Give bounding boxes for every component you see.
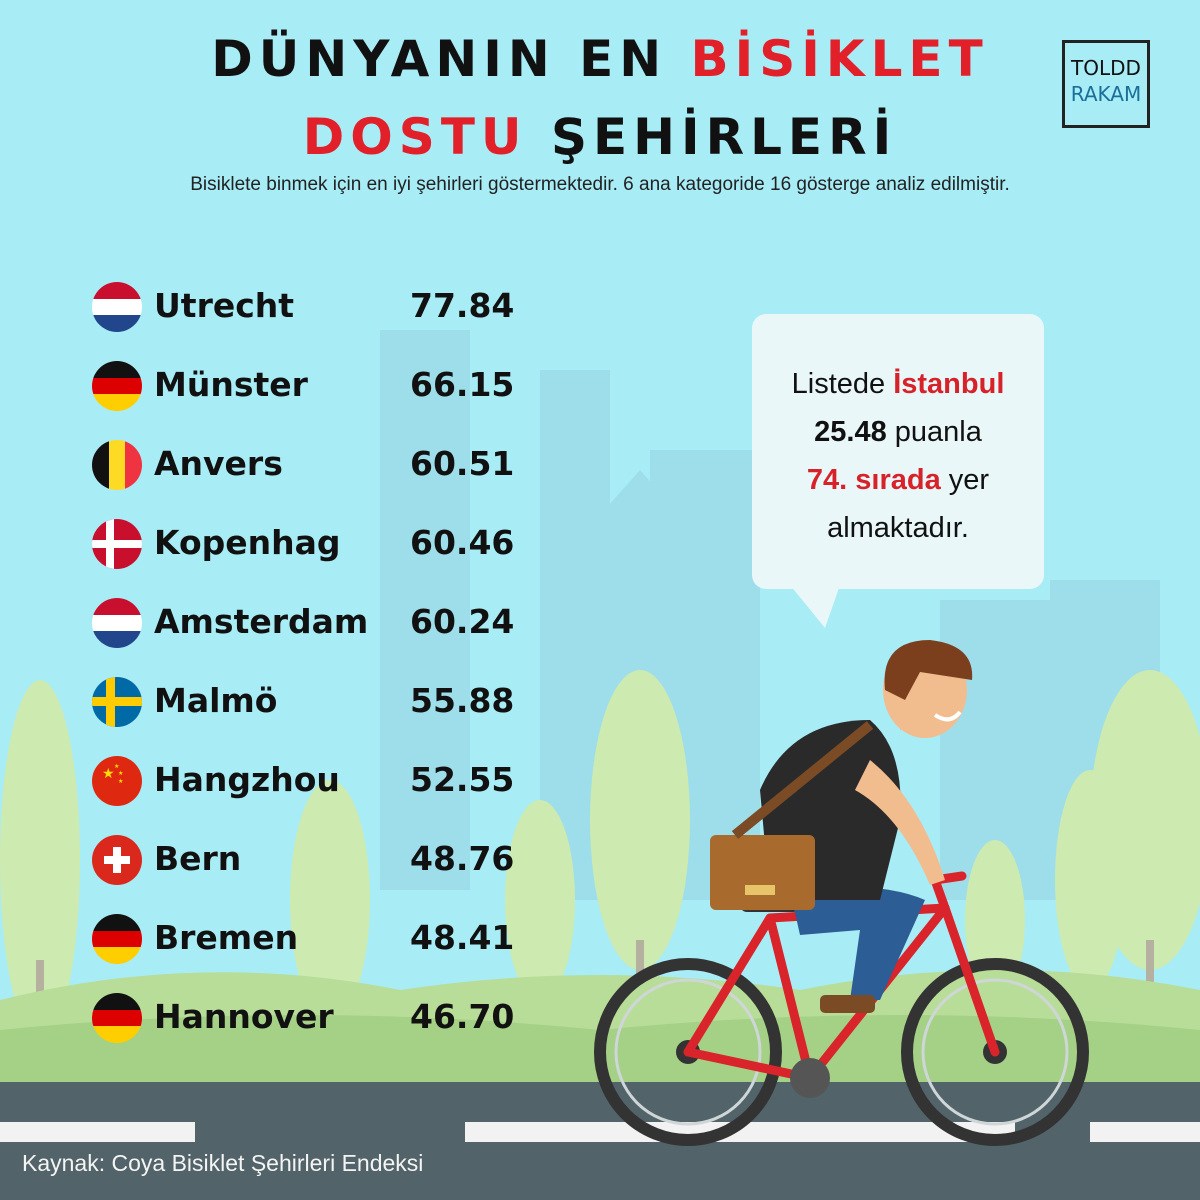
netherlands-flag xyxy=(92,598,142,648)
city-name: Hannover xyxy=(154,997,334,1036)
city-name: Malmö xyxy=(154,681,278,720)
city-row: Malmö 55.88 xyxy=(92,675,552,729)
denmark-flag xyxy=(92,519,142,569)
svg-text:★: ★ xyxy=(118,770,123,777)
belgium-flag xyxy=(92,440,142,490)
city-score: 48.41 xyxy=(410,918,515,957)
road-marking xyxy=(0,1122,195,1142)
city-row: ★ ★ ★ ★ Hangzhou 52.55 xyxy=(92,754,552,808)
city-score: 77.84 xyxy=(410,286,515,325)
city-row: Bern 48.76 xyxy=(92,833,552,887)
germany-flag xyxy=(92,993,142,1043)
germany-flag xyxy=(92,914,142,964)
city-name: Hangzhou xyxy=(154,760,340,799)
city-row: Münster 66.15 xyxy=(92,359,552,413)
city-row: Hannover 46.70 xyxy=(92,991,552,1045)
speech-bubble xyxy=(752,314,1044,589)
subtitle: Bisiklete binmek için en iyi şehirleri g… xyxy=(190,174,1010,195)
city-name: Amsterdam xyxy=(154,602,369,641)
city-name: Bremen xyxy=(154,918,299,957)
city-score: 60.24 xyxy=(410,602,515,641)
city-score: 46.70 xyxy=(410,997,515,1036)
city-score: 60.46 xyxy=(410,523,515,562)
title-black-2: ŞEHİRLERİ xyxy=(550,108,898,166)
svg-text:★: ★ xyxy=(102,765,115,781)
logo: TOLDD RAKAM xyxy=(1062,40,1150,128)
source-note: Kaynak: Coya Bisiklet Şehirleri Endeksi xyxy=(22,1150,424,1176)
city-score: 55.88 xyxy=(410,681,515,720)
messenger-bag xyxy=(710,835,815,910)
switzerland-flag xyxy=(92,835,142,885)
callout-score: 25.48 xyxy=(814,416,887,448)
callout-text: Listede İstanbul 25.48 puanla 74. sırada… xyxy=(752,360,1044,552)
city-name: Bern xyxy=(154,839,242,878)
city-row: Amsterdam 60.24 xyxy=(92,596,552,650)
city-score: 60.51 xyxy=(410,444,515,483)
netherlands-flag xyxy=(92,282,142,332)
city-score: 66.15 xyxy=(410,365,515,404)
city-name: Anvers xyxy=(154,444,283,483)
city-row: Anvers 60.51 xyxy=(92,438,552,492)
road-marking xyxy=(465,1122,1015,1142)
logo-line-1: TOLDD xyxy=(1071,56,1141,80)
front-wheel xyxy=(901,958,1089,1146)
sweden-flag xyxy=(92,677,142,727)
callout-city: İstanbul xyxy=(893,368,1005,400)
callout-rank: 74. sırada xyxy=(806,464,941,496)
china-flag: ★ ★★★ xyxy=(92,756,142,806)
title-red-2: DOSTU xyxy=(302,108,528,166)
road-marking xyxy=(1090,1122,1200,1142)
title-line-2: DOSTU ŞEHİRLERİ xyxy=(0,108,1200,166)
germany-flag xyxy=(92,361,142,411)
city-name: Münster xyxy=(154,365,308,404)
city-name: Kopenhag xyxy=(154,523,341,562)
callout-part2: puanla xyxy=(886,416,982,448)
title-line-1: DÜNYANIN EN BİSİKLET xyxy=(0,30,1200,88)
cyclist xyxy=(710,640,973,1013)
logo-line-2: RAKAM xyxy=(1070,82,1142,106)
city-row: Kopenhag 60.46 xyxy=(92,517,552,571)
title-black-1: DÜNYANIN EN xyxy=(211,30,668,88)
rear-wheel xyxy=(594,958,782,1146)
city-row: Bremen 48.41 xyxy=(92,912,552,966)
city-score: 48.76 xyxy=(410,839,515,878)
callout-part4: almaktadır. xyxy=(827,512,969,544)
title-red-1: BİSİKLET xyxy=(690,30,989,88)
city-name: Utrecht xyxy=(154,286,295,325)
svg-text:★: ★ xyxy=(118,778,123,785)
callout-part3: yer xyxy=(940,464,990,496)
city-score: 52.55 xyxy=(410,760,515,799)
svg-text:★: ★ xyxy=(114,763,119,770)
city-row: Utrecht 77.84 xyxy=(92,280,552,334)
callout-part1: Listede xyxy=(791,368,894,400)
